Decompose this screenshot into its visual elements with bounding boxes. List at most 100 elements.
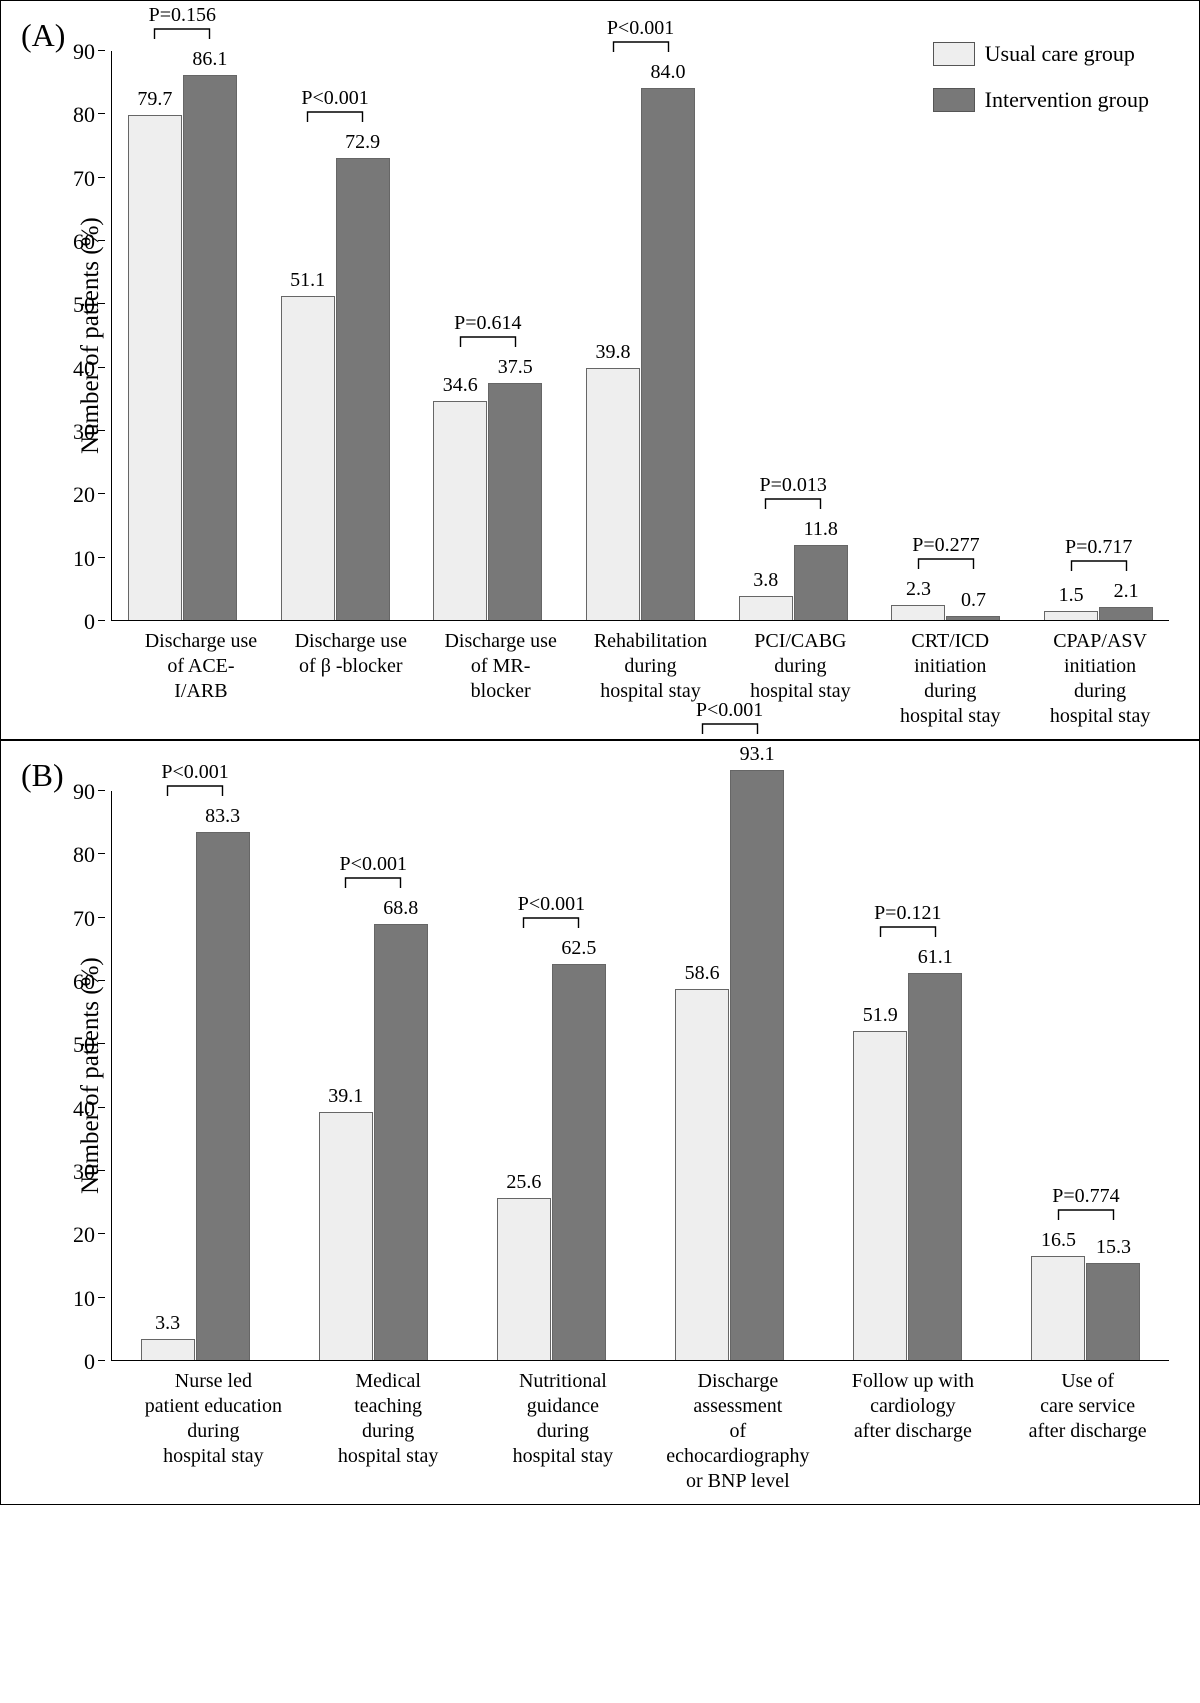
bar-group: 25.662.5P<0.001 (478, 964, 624, 1360)
x-label: Discharge assessmentof echocardiographyo… (666, 1369, 809, 1494)
x-label: Discharge useof MR-blocker (442, 629, 560, 729)
y-tick-label: 20 (73, 1222, 95, 1248)
x-label: Discharge useof ACE-I/ARB (142, 629, 260, 729)
x-label: Medicalteachingduringhospital stay (317, 1369, 460, 1494)
y-tick-label: 70 (73, 906, 95, 932)
y-tick-label: 50 (73, 292, 95, 318)
bar-value: 2.1 (1100, 580, 1152, 603)
bar: 3.8 (739, 596, 793, 620)
bar-value: 68.8 (375, 897, 427, 920)
pvalue-text: P=0.121 (853, 902, 962, 925)
chart-area: Number of patients (%)908070605040302010… (71, 51, 1169, 621)
y-tick-label: 0 (84, 1349, 95, 1375)
y-tick-label: 70 (73, 166, 95, 192)
x-labels: Discharge useof ACE-I/ARB Discharge useof… (132, 629, 1169, 729)
pvalue-bracket: P=0.774 (1031, 1185, 1140, 1222)
bar: 39.8 (586, 368, 640, 620)
bracket-icon (586, 40, 695, 54)
bar-group: 16.515.3P=0.774 (1013, 1256, 1159, 1361)
y-tick-label: 80 (73, 842, 95, 868)
bar-value: 34.6 (434, 374, 486, 397)
bar-group: 79.786.1P=0.156 (122, 75, 243, 620)
y-tick-label: 90 (73, 39, 95, 65)
pvalue-text: P=0.156 (128, 4, 237, 27)
bar: 84.0 (641, 88, 695, 620)
pvalue-text: P<0.001 (319, 853, 428, 876)
chart-area: Number of patients (%)908070605040302010… (71, 791, 1169, 1361)
bar-group: 39.884.0P<0.001 (580, 88, 701, 620)
bar: 83.3 (196, 832, 250, 1360)
bar-value: 86.1 (184, 48, 236, 71)
pvalue-bracket: P<0.001 (281, 87, 390, 124)
x-label: Follow up withcardiologyafter discharge (842, 1369, 985, 1494)
y-axis-label: Number of patients (%) (71, 51, 105, 621)
bar-value: 11.8 (795, 518, 847, 541)
bar-value: 15.3 (1087, 1236, 1139, 1259)
pvalue-text: P<0.001 (141, 761, 250, 784)
bar: 62.5 (552, 964, 606, 1360)
x-label: CRT/ICDinitiationduringhospital stay (891, 629, 1009, 729)
bar-group: 34.637.5P=0.614 (427, 383, 548, 621)
bar-value: 37.5 (489, 356, 541, 379)
bar-group: 1.52.1P=0.717 (1038, 607, 1159, 620)
pvalue-bracket: P=0.013 (739, 474, 848, 511)
y-axis-label: Number of patients (%) (71, 791, 105, 1361)
plot-area: 3.383.3P<0.00139.168.8P<0.00125.662.5P<0… (111, 791, 1169, 1361)
bar: 0.7 (946, 616, 1000, 620)
x-labels: Nurse ledpatient educationduringhospital… (132, 1369, 1169, 1494)
pvalue-bracket: P<0.001 (141, 761, 250, 798)
pvalue-bracket: P=0.277 (891, 534, 1000, 571)
pvalue-bracket: P<0.001 (675, 699, 784, 736)
bar-value: 2.3 (892, 578, 944, 601)
y-tick-label: 50 (73, 1032, 95, 1058)
bar-group: 3.383.3P<0.001 (122, 832, 268, 1360)
x-label: Use ofcare serviceafter discharge (1016, 1369, 1159, 1494)
pvalue-bracket: P=0.156 (128, 4, 237, 41)
pvalue-bracket: P=0.717 (1044, 536, 1153, 573)
bracket-icon (497, 916, 606, 930)
bar: 34.6 (433, 401, 487, 620)
bracket-icon (1031, 1208, 1140, 1222)
pvalue-text: P=0.277 (891, 534, 1000, 557)
bar-group: 51.961.1P=0.121 (835, 973, 981, 1360)
bar: 37.5 (488, 383, 542, 621)
bar: 39.1 (319, 1112, 373, 1360)
bar: 58.6 (675, 989, 729, 1360)
bar-group: 58.693.1P<0.001 (657, 770, 803, 1360)
bar-value: 39.1 (320, 1085, 372, 1108)
figure-container: (A)Usual care groupIntervention groupNum… (0, 0, 1200, 1505)
bar: 3.3 (141, 1339, 195, 1360)
bar-value: 83.3 (197, 805, 249, 828)
bar: 15.3 (1086, 1263, 1140, 1360)
pvalue-bracket: P<0.001 (319, 853, 428, 890)
bar: 25.6 (497, 1198, 551, 1360)
y-tick-label: 40 (73, 1096, 95, 1122)
y-tick-label: 80 (73, 102, 95, 128)
bar: 1.5 (1044, 611, 1098, 621)
y-tick-label: 0 (84, 609, 95, 635)
bar-value: 51.1 (282, 269, 334, 292)
y-tick-label: 20 (73, 482, 95, 508)
x-label: Nutritionalguidanceduringhospital stay (492, 1369, 635, 1494)
bracket-icon (141, 784, 250, 798)
bar-value: 25.6 (498, 1171, 550, 1194)
pvalue-text: P=0.717 (1044, 536, 1153, 559)
y-tick-label: 10 (73, 546, 95, 572)
pvalue-text: P<0.001 (497, 893, 606, 916)
y-tick-label: 60 (73, 229, 95, 255)
bracket-icon (319, 876, 428, 890)
y-tick-label: 30 (73, 419, 95, 445)
bar: 93.1 (730, 770, 784, 1360)
pvalue-text: P<0.001 (586, 17, 695, 40)
bar-value: 61.1 (909, 946, 961, 969)
bar-value: 0.7 (947, 589, 999, 612)
y-tick-label: 10 (73, 1286, 95, 1312)
pvalue-text: P=0.013 (739, 474, 848, 497)
bar-value: 3.8 (740, 569, 792, 592)
bar: 61.1 (908, 973, 962, 1360)
bar-value: 39.8 (587, 341, 639, 364)
bar-value: 93.1 (731, 743, 783, 766)
y-tick-label: 30 (73, 1159, 95, 1185)
bar-value: 16.5 (1032, 1229, 1084, 1252)
bracket-icon (433, 335, 542, 349)
